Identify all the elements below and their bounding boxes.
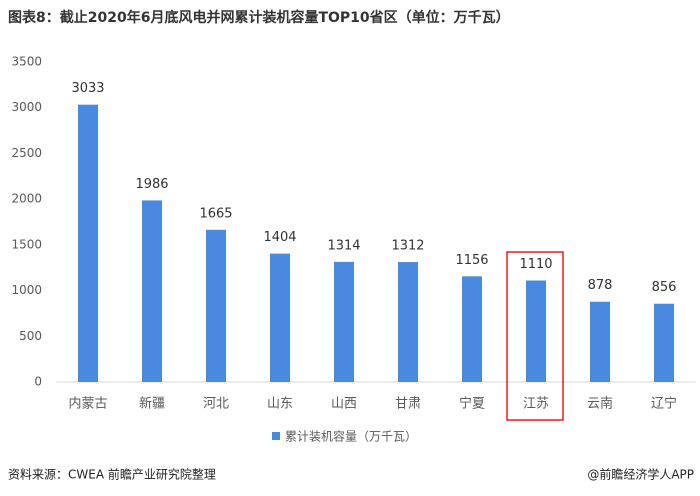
x-tick-label: 河北 bbox=[203, 397, 229, 412]
credit: @前瞻经济学人APP bbox=[587, 467, 694, 482]
x-tick-label: 山西 bbox=[331, 397, 357, 412]
x-tick-label: 内蒙古 bbox=[68, 396, 107, 412]
bar bbox=[142, 200, 162, 382]
legend-swatch bbox=[272, 432, 280, 440]
value-label: 1312 bbox=[391, 239, 424, 254]
x-tick-label: 辽宁 bbox=[651, 396, 677, 412]
value-label: 856 bbox=[652, 280, 677, 295]
value-label: 1986 bbox=[135, 177, 168, 192]
bar bbox=[590, 301, 610, 382]
x-tick-label: 江苏 bbox=[523, 396, 549, 412]
x-tick-label: 山东 bbox=[267, 397, 293, 412]
bar bbox=[398, 262, 418, 382]
value-label: 3033 bbox=[71, 81, 104, 96]
highlight-box bbox=[506, 251, 564, 421]
y-tick-label: 1000 bbox=[11, 283, 42, 297]
x-tick-label: 新疆 bbox=[139, 396, 165, 412]
bar bbox=[270, 253, 290, 382]
value-label: 1404 bbox=[263, 230, 296, 245]
y-tick-label: 0 bbox=[34, 375, 42, 389]
y-tick-label: 3000 bbox=[11, 100, 42, 114]
source-note: 资料来源：CWEA 前瞻产业研究院整理 bbox=[8, 467, 216, 482]
x-tick-label: 宁夏 bbox=[459, 396, 485, 412]
bar bbox=[78, 104, 98, 382]
legend-label: 累计装机容量（万千瓦） bbox=[285, 429, 417, 444]
bar bbox=[654, 303, 674, 382]
value-label: 1110 bbox=[519, 257, 552, 272]
y-tick-label: 1500 bbox=[11, 237, 42, 251]
x-tick-label: 甘肃 bbox=[395, 397, 421, 412]
value-label: 1314 bbox=[327, 238, 360, 253]
bar bbox=[334, 261, 354, 382]
chart-title: 图表8：截止2020年6月底风电并网累计装机容量TOP10省区（单位：万千瓦） bbox=[8, 9, 510, 26]
y-tick-label: 3500 bbox=[11, 55, 42, 69]
value-label: 1665 bbox=[199, 206, 232, 221]
value-label: 1156 bbox=[455, 253, 488, 268]
y-tick-label: 2000 bbox=[11, 192, 42, 206]
y-tick-label: 2500 bbox=[11, 146, 42, 160]
value-label: 878 bbox=[588, 278, 613, 293]
bar bbox=[206, 229, 226, 382]
bar bbox=[526, 280, 546, 382]
bar bbox=[462, 276, 482, 382]
y-tick-label: 500 bbox=[19, 329, 42, 343]
x-tick-label: 云南 bbox=[587, 396, 613, 412]
